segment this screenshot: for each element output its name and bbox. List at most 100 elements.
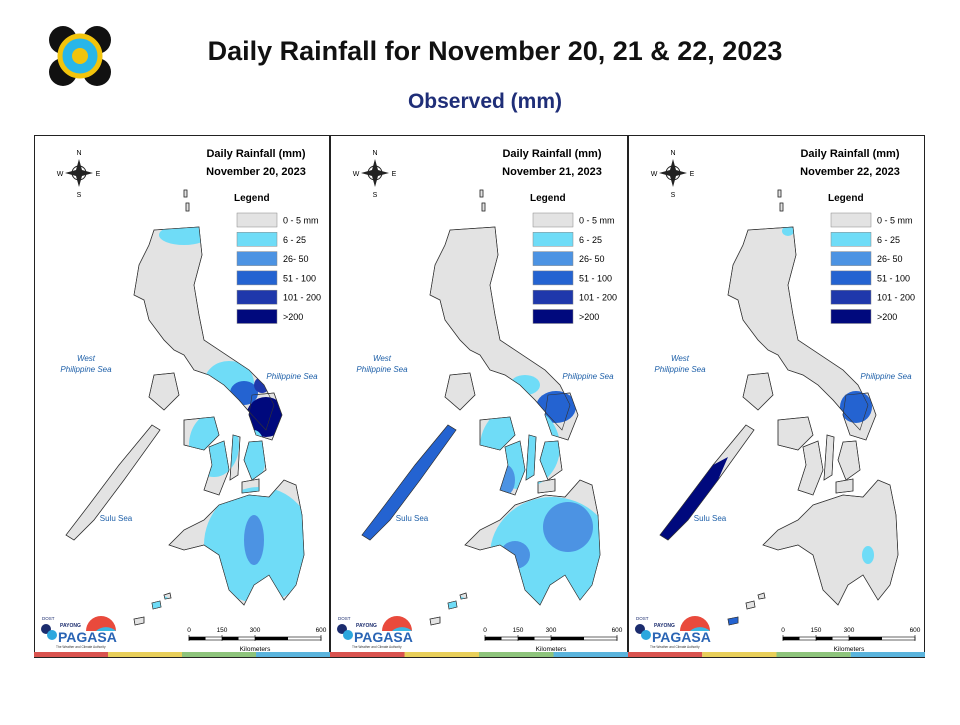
color-strip xyxy=(850,652,925,657)
legend-label: >200 xyxy=(579,312,599,322)
border xyxy=(727,616,739,626)
legend-title: Legend xyxy=(234,193,270,204)
scale-segment xyxy=(255,637,288,640)
scale-segment xyxy=(551,637,584,640)
border xyxy=(777,416,814,451)
logo-umbrella xyxy=(382,616,412,631)
legend-label: 6 - 25 xyxy=(877,235,900,245)
legend-swatch xyxy=(830,289,872,305)
border xyxy=(762,479,899,606)
scale-segment xyxy=(518,637,535,640)
logo-tagline: The Weather and Climate Authority xyxy=(650,645,700,649)
legend-label: 0 - 5 mm xyxy=(579,216,615,226)
border xyxy=(133,616,145,626)
legend-title: Legend xyxy=(828,193,864,204)
color-strip xyxy=(628,652,703,657)
scale-segment xyxy=(783,637,800,640)
border xyxy=(183,416,220,451)
color-strip xyxy=(108,652,182,657)
legend-label: 6 - 25 xyxy=(579,235,602,245)
border xyxy=(459,592,468,600)
legend-swatch xyxy=(830,232,872,247)
legend-label: >200 xyxy=(877,312,897,322)
land xyxy=(777,189,782,198)
compass-letter: N xyxy=(372,150,377,157)
border xyxy=(757,592,766,600)
logo-agency: DOST xyxy=(42,616,55,621)
legend-swatch xyxy=(830,212,872,228)
scale-label: 150 xyxy=(217,627,228,634)
logo-name: PAGASA xyxy=(652,629,711,645)
compass-star xyxy=(65,159,93,187)
logo-umbrella xyxy=(680,616,710,631)
sea-label: Sulu Sea xyxy=(100,514,133,523)
compass-star xyxy=(659,159,687,187)
legend-swatch xyxy=(532,251,574,266)
border xyxy=(243,440,267,481)
border xyxy=(777,189,782,198)
color-strip xyxy=(404,652,479,657)
border xyxy=(835,478,854,494)
border xyxy=(539,440,563,481)
subtitle: Observed (mm) xyxy=(408,90,562,113)
scale-label: 0 xyxy=(187,627,191,634)
legend-swatch xyxy=(532,309,574,324)
legend-swatch xyxy=(236,232,278,247)
border xyxy=(537,478,556,494)
compass-letter: S xyxy=(671,192,676,199)
border xyxy=(464,479,601,606)
logo-agency: DOST xyxy=(338,616,351,621)
sea-label: Sulu Sea xyxy=(694,514,727,523)
border xyxy=(659,424,755,541)
legend-label: 26- 50 xyxy=(579,254,605,264)
legend-swatch xyxy=(532,232,574,247)
rain-area xyxy=(244,515,264,565)
map-panel: N S W E Daily Rainfall (mm) November 20, 2023… xyxy=(34,135,330,658)
border xyxy=(203,440,230,496)
logo-tagline: The Weather and Climate Authority xyxy=(352,645,402,649)
border xyxy=(779,202,784,212)
rain-area xyxy=(536,391,576,423)
compass: N S W E xyxy=(353,150,397,199)
logo-agency: DOST xyxy=(636,616,649,621)
logo-program: PAYONG xyxy=(356,623,377,629)
border xyxy=(837,440,861,481)
scale-segment xyxy=(189,637,206,640)
logo-program: PAYONG xyxy=(60,623,81,629)
legend-label: 101 - 200 xyxy=(283,293,321,303)
land xyxy=(479,189,484,198)
panel-date: November 22, 2023 xyxy=(800,166,900,178)
border xyxy=(727,226,869,431)
compass-letter: N xyxy=(670,150,675,157)
scale-label: 600 xyxy=(316,627,327,634)
legend-swatch xyxy=(532,270,574,286)
logo-umbrella xyxy=(392,627,412,631)
color-strip xyxy=(479,652,554,657)
border xyxy=(248,392,283,441)
logo-sun xyxy=(72,48,88,64)
sea-label: Philippine Sea xyxy=(356,365,408,374)
legend-label: 51 - 100 xyxy=(579,273,612,283)
border xyxy=(185,202,190,212)
legend-swatch xyxy=(236,251,278,266)
scale-unit: Kilometers xyxy=(240,646,271,653)
sea-label: West xyxy=(77,354,96,363)
legend-swatch xyxy=(236,270,278,286)
border xyxy=(241,478,260,494)
scale-unit: Kilometers xyxy=(834,646,865,653)
border xyxy=(229,434,241,481)
legend-swatch xyxy=(236,309,278,324)
logo-dot xyxy=(641,630,651,640)
border xyxy=(499,440,526,496)
border xyxy=(481,202,486,212)
scale-label: 0 xyxy=(483,627,487,634)
compass-letter: S xyxy=(77,192,82,199)
border xyxy=(183,189,188,198)
legend-swatch xyxy=(830,270,872,286)
scale-label: 600 xyxy=(910,627,921,634)
border xyxy=(148,372,180,411)
land xyxy=(481,202,486,212)
logo-umbrella xyxy=(96,627,116,631)
border xyxy=(168,479,305,606)
